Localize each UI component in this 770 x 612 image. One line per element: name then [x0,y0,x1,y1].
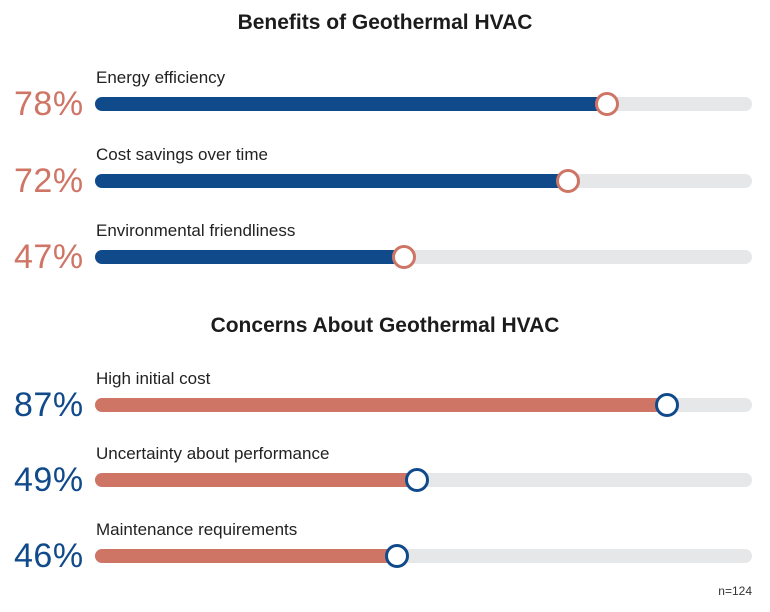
category-label: Cost savings over time [96,145,268,164]
bar-fill [95,398,667,412]
bar-track [95,169,752,193]
bar-row: 49% Uncertainty about performance [0,444,770,504]
category-label: Uncertainty about performance [96,444,330,463]
bar-end-marker [385,544,410,568]
value-label: 47% [14,238,84,276]
bar-track [95,544,752,568]
benefits-title: Benefits of Geothermal HVAC [237,11,533,34]
concerns-title: Concerns About Geothermal HVAC [210,314,560,337]
bar-fill [95,97,608,111]
bar-row: 87% High initial cost [0,369,770,429]
category-label: Energy efficiency [96,68,226,87]
bar-track [95,393,752,417]
value-label: 49% [14,461,84,499]
category-label: Maintenance requirements [96,520,298,539]
bar-end-marker [556,169,581,193]
bar-row: 47% Environmental friendliness [0,221,770,281]
bar-row: 46% Maintenance requirements [0,520,770,580]
bar-fill [95,549,398,563]
value-label: 78% [14,85,84,123]
category-label: Environmental friendliness [96,221,296,240]
bar-end-marker [595,92,620,116]
bar-fill [95,174,569,188]
bar-end-marker [654,393,679,417]
category-label: High initial cost [96,369,211,388]
bar-end-marker [404,468,429,492]
bar-row: 78% Energy efficiency [0,68,770,128]
value-label: 72% [14,162,84,200]
sample-size-footnote: n=124 [718,584,752,598]
bar-fill [95,250,404,264]
bar-end-marker [391,245,416,269]
value-label: 46% [14,537,84,575]
bar-track [95,468,752,492]
bar-track [95,245,752,269]
bar-row: 72% Cost savings over time [0,145,770,205]
value-label: 87% [14,386,84,424]
bar-track [95,92,752,116]
bar-fill [95,473,417,487]
